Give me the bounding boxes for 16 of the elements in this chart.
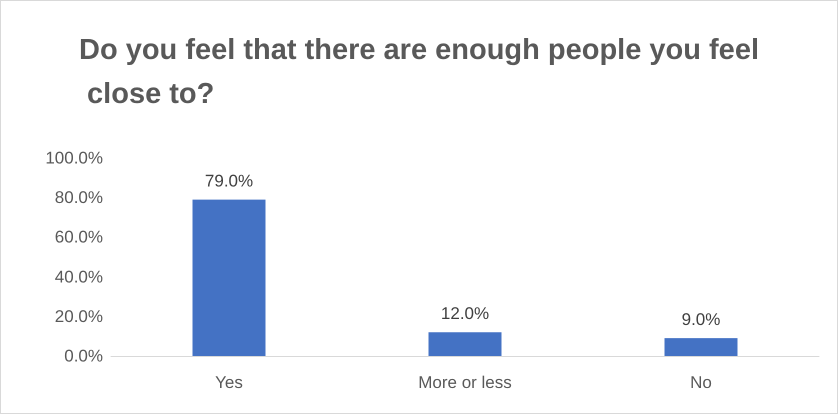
y-tick-label: 20.0% — [54, 306, 103, 326]
y-tick-label: 100.0% — [45, 148, 103, 168]
data-label: 79.0% — [204, 172, 254, 191]
x-tick-label: No — [690, 373, 712, 392]
y-tick-label: 60.0% — [54, 228, 103, 247]
chart-title: Do you feel that there are enough people you feel close to? — [79, 34, 759, 110]
data-label: 9.0% — [682, 310, 720, 330]
bar — [664, 338, 738, 356]
bar — [428, 332, 502, 356]
y-tick-label: 40.0% — [54, 267, 103, 286]
y-tick-label: 0.0% — [64, 346, 103, 366]
bar — [192, 200, 266, 356]
x-tick-label: More or less — [418, 373, 512, 392]
y-tick-label: 80.0% — [54, 188, 103, 208]
x-tick-label: Yes — [215, 373, 243, 392]
data-label: 12.0% — [440, 304, 490, 324]
